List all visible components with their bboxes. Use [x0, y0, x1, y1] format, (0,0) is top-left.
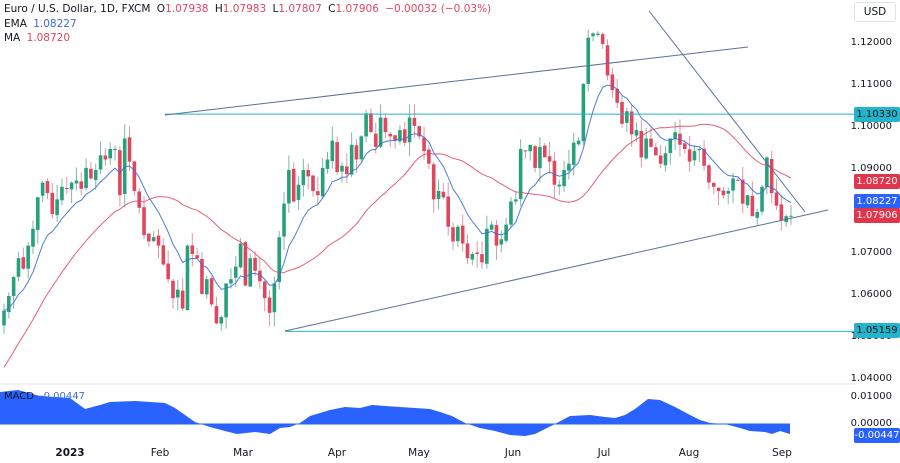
high-label: H — [214, 3, 223, 15]
macd-value: -0.00447 — [39, 391, 85, 402]
macd-legend[interactable]: MACD -0.00447 — [4, 391, 85, 402]
ma-legend[interactable]: MA 1.08720 — [4, 31, 494, 46]
indicator-lines — [3, 84, 792, 368]
open-value: 1.07938 — [165, 3, 209, 15]
low-label: L — [272, 3, 279, 15]
ema-legend[interactable]: EMA 1.08227 — [4, 17, 494, 32]
ma-value: 1.08720 — [26, 32, 71, 44]
time-tick: Aug — [678, 447, 700, 459]
high-value: 1.07983 — [222, 3, 267, 15]
price-tick: 1.07000 — [850, 247, 892, 258]
macd-tick: 0.00000 — [850, 418, 892, 429]
macd-histogram — [0, 390, 790, 436]
ema-price-tag: 1.08227 — [854, 194, 900, 209]
price-tick: 1.11000 — [850, 79, 892, 90]
time-tick: 2023 — [55, 447, 85, 459]
price-tick: 1.09000 — [850, 163, 892, 174]
ohlc-row: Euro / U.S. Dollar, 1D, FXCM O1.07938 H1… — [4, 2, 494, 17]
symbol-title[interactable]: Euro / U.S. Dollar, 1D, FXCM — [4, 3, 151, 15]
ma-price-tag: 1.08720 — [854, 174, 900, 189]
macd-label: MACD — [4, 391, 34, 402]
support-price-tag: 1.05159 — [854, 323, 900, 338]
time-tick: Jul — [597, 447, 611, 459]
low-value: 1.07807 — [278, 3, 322, 15]
price-tick: 1.10000 — [850, 121, 892, 132]
chart-legend: Euro / U.S. Dollar, 1D, FXCM O1.07938 H1… — [4, 2, 494, 46]
resistance-price-tag: 1.10330 — [854, 107, 900, 122]
macd-tick: 0.01000 — [850, 391, 892, 402]
close-label: C — [328, 3, 336, 15]
price-tick: 1.06000 — [850, 289, 892, 300]
ma-label: MA — [4, 32, 21, 44]
time-tick: Sep — [772, 447, 792, 459]
ema-label: EMA — [4, 17, 27, 30]
macd-value-tag: -0.00447 — [854, 428, 900, 443]
ema-value: 1.08227 — [33, 17, 77, 30]
price-tick: 1.04000 — [850, 373, 892, 384]
time-tick: Feb — [150, 447, 170, 459]
time-tick: May — [408, 447, 430, 459]
time-tick: Apr — [327, 447, 347, 459]
time-tick: Mar — [233, 447, 253, 459]
close-price-tag: 1.07906 — [854, 208, 900, 223]
change-value: −0.00032 (−0.03%) — [385, 3, 492, 15]
price-tick: 1.12000 — [850, 37, 892, 48]
trendline-drawings[interactable] — [164, 10, 855, 332]
currency-button[interactable]: USD — [854, 2, 896, 22]
close-value: 1.07906 — [335, 3, 379, 15]
time-tick: Jun — [504, 447, 522, 459]
open-label: O — [156, 3, 166, 15]
